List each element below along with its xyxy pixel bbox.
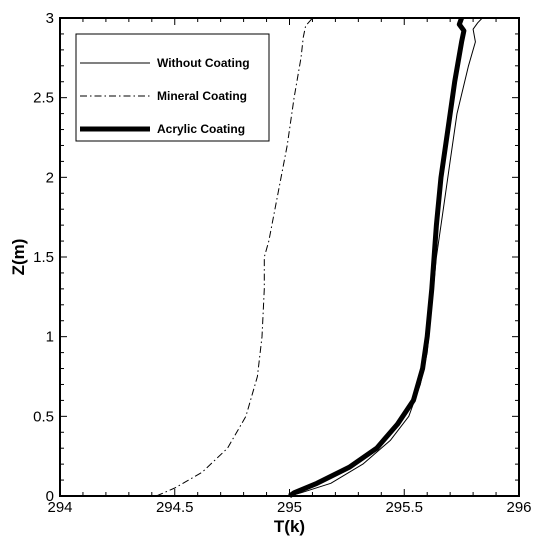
legend-box bbox=[75, 33, 270, 142]
y-axis-title: Z(m) bbox=[9, 239, 28, 276]
legend-label-1: Mineral Coating bbox=[157, 89, 247, 103]
y-tick-label: 0.5 bbox=[33, 408, 54, 425]
x-tick-label: 296 bbox=[506, 499, 531, 516]
series-line-2 bbox=[288, 17, 467, 499]
y-tick-label: 2 bbox=[46, 169, 54, 186]
y-tick-label: 1 bbox=[46, 329, 54, 346]
series-line-1 bbox=[156, 17, 313, 497]
tick-labels-layer: 294 294.5 295 295.5 296 0 0.5 1 1.5 2 2.5 3 bbox=[33, 10, 531, 516]
y-tick-label: 1.5 bbox=[33, 249, 54, 266]
y-tick-label: 0 bbox=[46, 488, 54, 505]
x-tick-label: 295 bbox=[277, 499, 302, 516]
legend-label-2: Acrylic Coating bbox=[157, 122, 245, 136]
x-tick-label: 295.5 bbox=[385, 499, 423, 516]
plot-frame bbox=[59, 17, 520, 497]
y-tick-label: 2.5 bbox=[33, 90, 54, 107]
x-tick-label: 294 bbox=[47, 499, 72, 516]
legend-label-0: Without Coating bbox=[157, 56, 250, 70]
legend: Without Coating Mineral Coating Acrylic Co… bbox=[75, 33, 270, 142]
x-tick-label: 294.5 bbox=[156, 499, 194, 516]
x-axis-title: T(k) bbox=[274, 517, 305, 536]
legend-items: Without Coating Mineral Coating Acrylic Co… bbox=[80, 56, 250, 136]
series-layer bbox=[156, 17, 483, 499]
y-tick-label: 3 bbox=[46, 10, 54, 27]
